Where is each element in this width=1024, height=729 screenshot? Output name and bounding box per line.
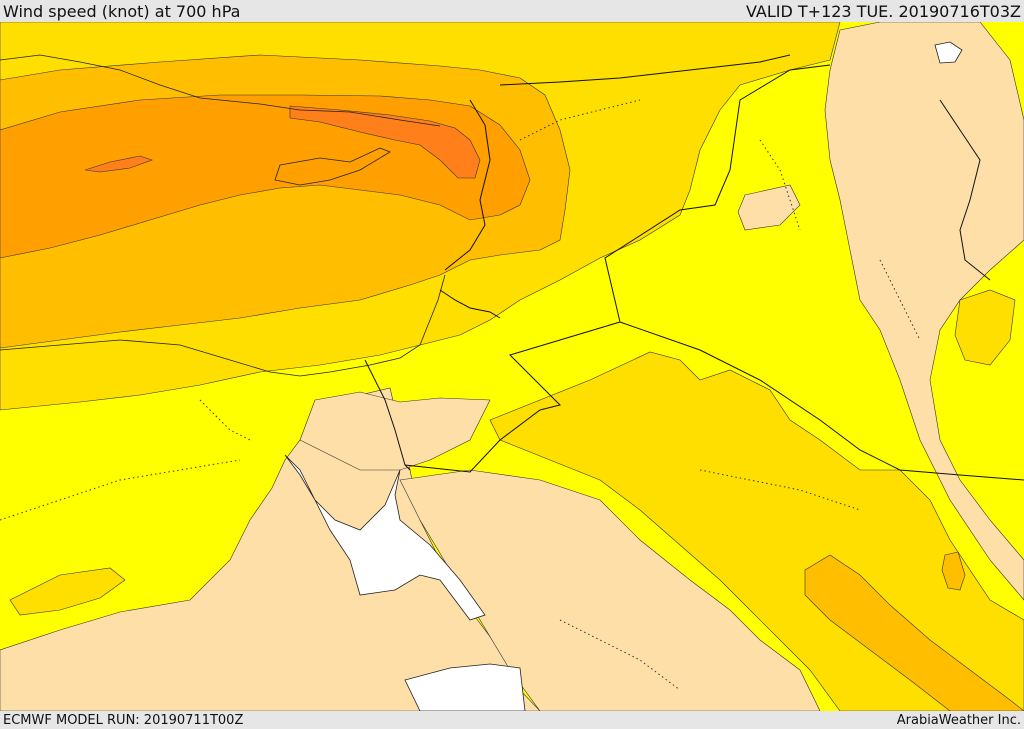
coastlines — [0, 54, 446, 377]
map-title: Wind speed (knot) at 700 hPa — [3, 1, 241, 21]
model-run: ECMWF MODEL RUN: 20190711T00Z — [3, 712, 244, 728]
admin-borders — [0, 99, 921, 691]
band-fresh-southeast — [804, 554, 1024, 711]
water-red-sea-south — [404, 663, 526, 711]
valid-time: VALID T+123 TUE. 20190716T03Z — [745, 1, 1021, 21]
band-calm-spot — [737, 184, 801, 231]
band-moderate-gulf — [954, 289, 1016, 366]
band-fresh-spot — [941, 551, 966, 591]
band-moderate-west — [9, 567, 126, 616]
band-very-strong-core — [289, 105, 481, 179]
band-calm-iran — [824, 22, 1024, 601]
map-header: Wind speed (knot) at 700 hPa VALID T+123… — [0, 0, 1024, 22]
map-footer: ECMWF MODEL RUN: 20190711T00Z ArabiaWeat… — [0, 711, 1024, 729]
water-gulf-of-suez — [284, 454, 486, 621]
band-very-strong-streak — [84, 155, 153, 173]
water-caspian-spot — [934, 41, 963, 64]
credit-text: ArabiaWeather Inc. — [896, 712, 1021, 728]
wind-speed-map — [0, 22, 1024, 711]
country-borders — [364, 54, 1024, 481]
